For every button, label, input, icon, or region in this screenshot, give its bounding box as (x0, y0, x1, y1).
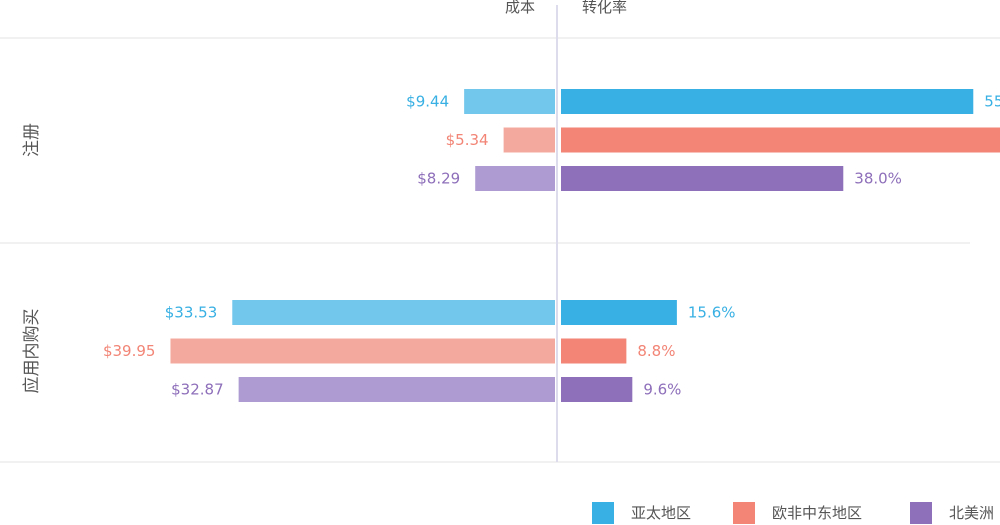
cost-label: $8.29 (417, 170, 460, 188)
legend: 亚太地区 欧非中东地区 北美洲 (592, 502, 994, 524)
cost-bar (475, 166, 555, 191)
rate-label: 55.5% (984, 93, 1000, 111)
rate-bar (561, 127, 1000, 153)
rate-bar (561, 89, 974, 114)
bars-layer: $9.4455.5%$5.3466.2%$8.2938.0%$33.5315.6… (103, 89, 1000, 402)
rate-bar (561, 300, 677, 325)
cost-bar (464, 89, 555, 114)
rate-bar (561, 166, 844, 191)
legend-label: 北美洲 (949, 504, 994, 522)
rate-label: 8.8% (637, 342, 675, 360)
cost-label: $39.95 (103, 342, 156, 360)
legend-swatch (592, 502, 614, 524)
cost-bar (503, 127, 555, 153)
cost-label: $9.44 (406, 93, 449, 111)
category-label: 应用内购买 (22, 309, 42, 394)
legend-swatch (910, 502, 932, 524)
cost-label: $33.53 (165, 304, 218, 322)
cost-bar (170, 338, 555, 364)
cost-bar (232, 300, 555, 325)
category-label: 注册 (22, 123, 42, 157)
legend-swatch (733, 502, 755, 524)
rate-label: 9.6% (643, 381, 681, 399)
rate-bar (561, 377, 633, 402)
cost-label: $32.87 (171, 381, 224, 399)
cost-bar (238, 377, 555, 402)
cost-label: $5.34 (446, 131, 489, 149)
rate-label: 15.6% (688, 304, 736, 322)
right-header: 转化率 (582, 0, 627, 16)
legend-label: 亚太地区 (631, 504, 691, 522)
rate-bar (561, 338, 627, 364)
left-header: 成本 (505, 0, 535, 16)
rate-label: 38.0% (854, 170, 902, 188)
legend-label: 欧非中东地区 (772, 504, 862, 522)
